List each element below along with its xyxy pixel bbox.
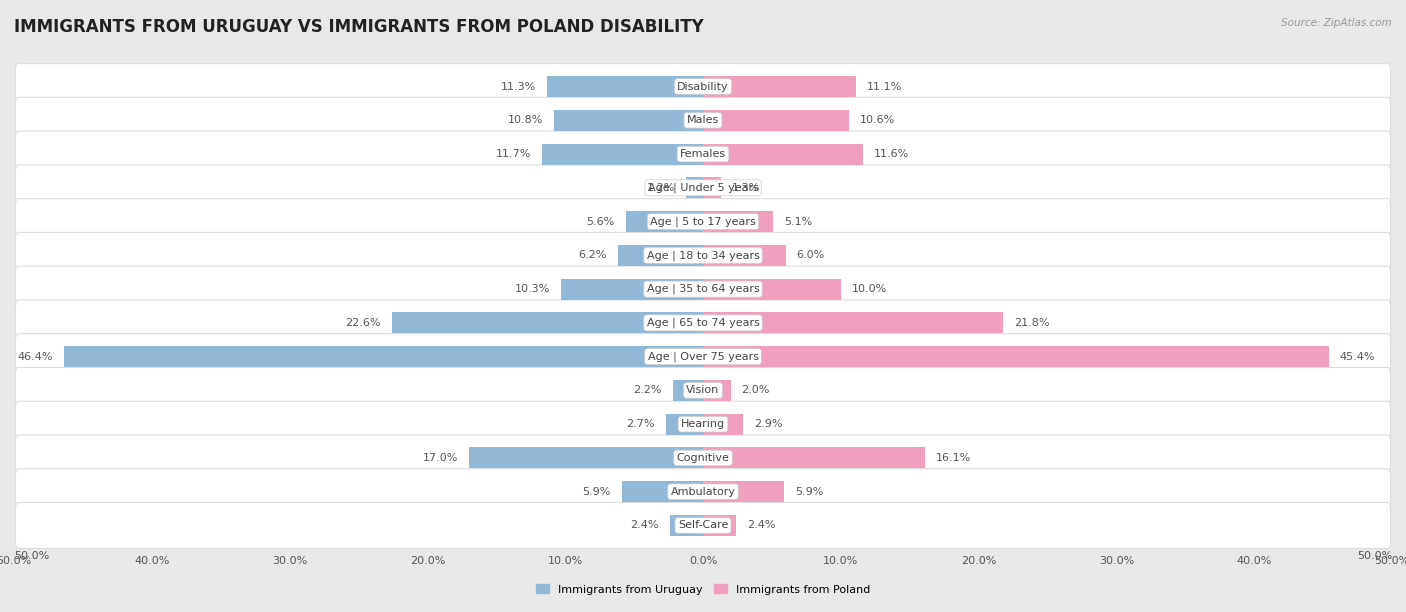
Text: Females: Females: [681, 149, 725, 159]
Text: 16.1%: 16.1%: [936, 453, 972, 463]
Text: 5.1%: 5.1%: [785, 217, 813, 226]
Text: 21.8%: 21.8%: [1014, 318, 1050, 328]
Bar: [703, 312, 1004, 334]
FancyBboxPatch shape: [15, 367, 1391, 413]
Bar: [703, 144, 863, 165]
Text: 22.6%: 22.6%: [344, 318, 381, 328]
Text: 2.0%: 2.0%: [741, 386, 770, 395]
Text: IMMIGRANTS FROM URUGUAY VS IMMIGRANTS FROM POLAND DISABILITY: IMMIGRANTS FROM URUGUAY VS IMMIGRANTS FR…: [14, 18, 704, 36]
Text: 5.6%: 5.6%: [586, 217, 614, 226]
Text: Self-Care: Self-Care: [678, 520, 728, 531]
Text: Age | 35 to 64 years: Age | 35 to 64 years: [647, 284, 759, 294]
Text: 10.0%: 10.0%: [852, 284, 887, 294]
Text: Disability: Disability: [678, 81, 728, 92]
FancyBboxPatch shape: [15, 266, 1391, 312]
Text: Cognitive: Cognitive: [676, 453, 730, 463]
Bar: [547, 76, 703, 97]
Text: 50.0%: 50.0%: [1357, 551, 1392, 561]
Bar: [703, 245, 786, 266]
Text: Age | 18 to 34 years: Age | 18 to 34 years: [647, 250, 759, 261]
Bar: [669, 515, 703, 536]
Bar: [703, 481, 785, 502]
Bar: [666, 414, 703, 435]
Bar: [617, 245, 703, 266]
Bar: [561, 278, 703, 300]
Legend: Immigrants from Uruguay, Immigrants from Poland: Immigrants from Uruguay, Immigrants from…: [531, 580, 875, 599]
Bar: [554, 110, 703, 131]
Bar: [703, 177, 721, 198]
FancyBboxPatch shape: [15, 64, 1391, 110]
FancyBboxPatch shape: [15, 469, 1391, 515]
Bar: [541, 144, 703, 165]
Bar: [703, 346, 1329, 367]
FancyBboxPatch shape: [15, 502, 1391, 548]
Bar: [63, 346, 703, 367]
Text: 10.6%: 10.6%: [860, 115, 896, 125]
FancyBboxPatch shape: [15, 401, 1391, 447]
Text: 5.9%: 5.9%: [796, 487, 824, 497]
FancyBboxPatch shape: [15, 233, 1391, 278]
FancyBboxPatch shape: [15, 435, 1391, 481]
FancyBboxPatch shape: [15, 97, 1391, 143]
Bar: [703, 278, 841, 300]
Text: 10.8%: 10.8%: [508, 115, 543, 125]
FancyBboxPatch shape: [15, 199, 1391, 245]
FancyBboxPatch shape: [15, 334, 1391, 379]
Text: 1.3%: 1.3%: [733, 183, 761, 193]
Text: 1.2%: 1.2%: [647, 183, 675, 193]
Bar: [703, 380, 731, 401]
Text: Males: Males: [688, 115, 718, 125]
Text: 46.4%: 46.4%: [17, 352, 52, 362]
Bar: [621, 481, 703, 502]
Text: 2.7%: 2.7%: [626, 419, 655, 429]
Bar: [703, 110, 849, 131]
FancyBboxPatch shape: [15, 131, 1391, 177]
Text: 17.0%: 17.0%: [422, 453, 458, 463]
Text: 11.3%: 11.3%: [501, 81, 536, 92]
Text: Age | Under 5 years: Age | Under 5 years: [648, 182, 758, 193]
Bar: [686, 177, 703, 198]
Text: Age | 65 to 74 years: Age | 65 to 74 years: [647, 318, 759, 328]
Text: Source: ZipAtlas.com: Source: ZipAtlas.com: [1281, 18, 1392, 28]
Text: 6.2%: 6.2%: [578, 250, 606, 260]
Text: 6.0%: 6.0%: [797, 250, 825, 260]
Bar: [703, 414, 742, 435]
Text: 50.0%: 50.0%: [14, 551, 49, 561]
FancyBboxPatch shape: [15, 300, 1391, 346]
Text: 2.4%: 2.4%: [747, 520, 776, 531]
Bar: [626, 211, 703, 232]
Text: 11.6%: 11.6%: [875, 149, 910, 159]
Text: 2.4%: 2.4%: [630, 520, 659, 531]
FancyBboxPatch shape: [15, 165, 1391, 211]
Text: Ambulatory: Ambulatory: [671, 487, 735, 497]
Text: 45.4%: 45.4%: [1340, 352, 1375, 362]
Bar: [468, 447, 703, 468]
Text: Age | Over 75 years: Age | Over 75 years: [648, 351, 758, 362]
Text: Hearing: Hearing: [681, 419, 725, 429]
Bar: [703, 76, 856, 97]
Text: Age | 5 to 17 years: Age | 5 to 17 years: [650, 216, 756, 227]
Bar: [703, 211, 773, 232]
Text: 2.9%: 2.9%: [754, 419, 783, 429]
Bar: [703, 515, 737, 536]
Text: Vision: Vision: [686, 386, 720, 395]
Bar: [392, 312, 703, 334]
Bar: [672, 380, 703, 401]
Text: 11.1%: 11.1%: [868, 81, 903, 92]
Bar: [703, 447, 925, 468]
Text: 5.9%: 5.9%: [582, 487, 610, 497]
Text: 2.2%: 2.2%: [633, 386, 662, 395]
Text: 10.3%: 10.3%: [515, 284, 550, 294]
Text: 11.7%: 11.7%: [495, 149, 531, 159]
